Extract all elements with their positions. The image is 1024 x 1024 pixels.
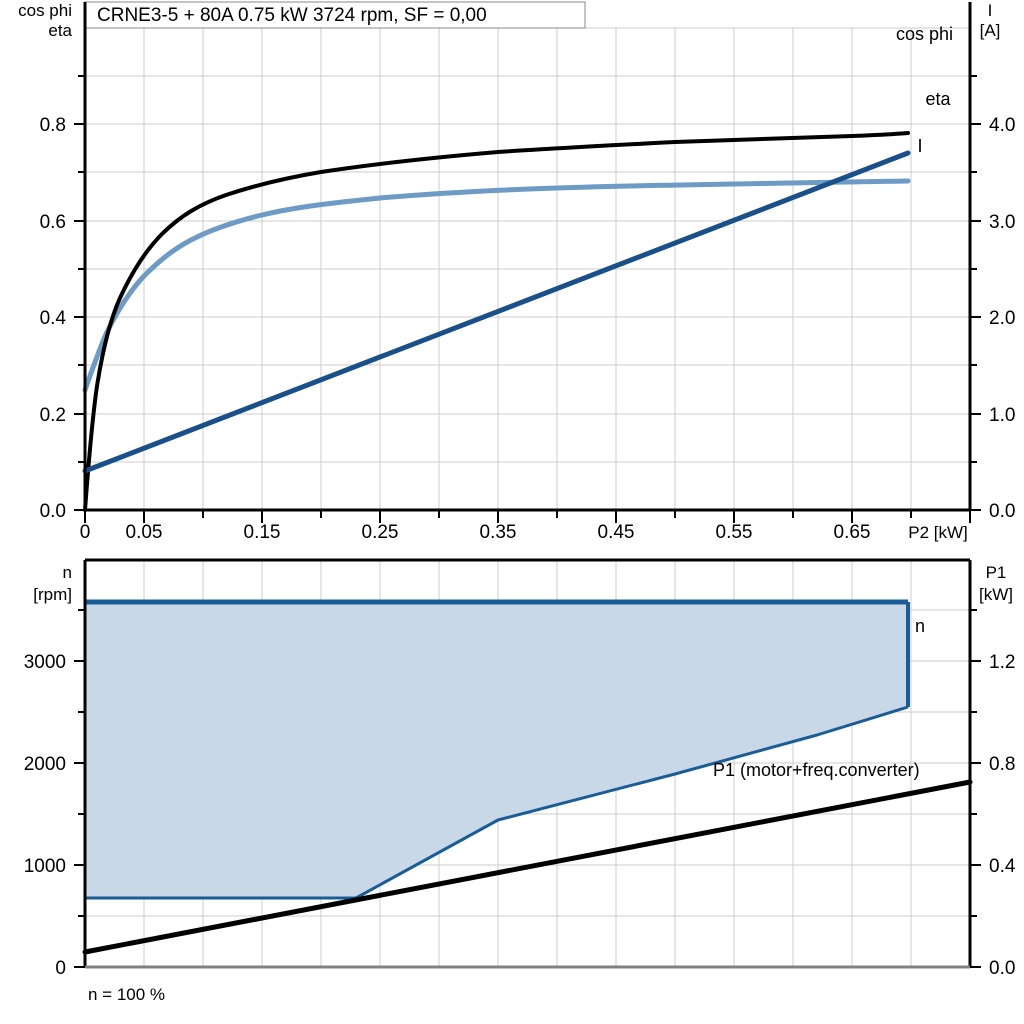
- current-line: [82, 150, 911, 474]
- eta-series-label: eta: [925, 89, 951, 109]
- bottom-left-axis-title-n: n: [63, 563, 72, 582]
- top-x-tick-3: 0.25: [362, 522, 399, 543]
- top-right-tick-1: 1.0: [989, 405, 1015, 426]
- top-x-tick-5: 0.45: [598, 522, 635, 543]
- bottom-left-axis-ticks: [74, 609, 85, 968]
- top-left-tick-4: 0.8: [40, 115, 66, 136]
- top-chart: CRNE3-5 + 80A 0.75 kW 3724 rpm, SF = 0,0…: [18, 1, 1015, 543]
- speed-envelope-area: [85, 602, 908, 898]
- bottom-right-axis-title-unit: [kW]: [979, 585, 1013, 604]
- p1-line: [82, 779, 973, 955]
- bottom-left-axis-title-unit: [rpm]: [33, 585, 72, 604]
- bottom-right-tick-1: 0.4: [989, 856, 1016, 877]
- bottom-right-tick-2: 0.8: [989, 754, 1015, 775]
- bottom-right-tick-3: 1.2: [989, 652, 1015, 673]
- speed-envelope-lower: [85, 705, 909, 900]
- bottom-left-tick-2: 2000: [24, 754, 66, 775]
- bottom-left-tick-0: 0: [55, 958, 66, 979]
- footer-note: n = 100 %: [88, 985, 165, 1004]
- current-series-label: I: [917, 136, 922, 156]
- top-x-tick-6: 0.55: [716, 522, 753, 543]
- top-right-tick-3: 3.0: [989, 212, 1015, 233]
- top-x-tick-2: 0.15: [244, 522, 281, 543]
- top-x-tick-7: 0.65: [834, 522, 871, 543]
- bottom-right-tick-0: 0.0: [989, 958, 1015, 979]
- top-right-axis-ticks: [970, 75, 981, 511]
- cos-phi-series-label: cos phi: [896, 24, 953, 44]
- top-left-tick-1: 0.2: [40, 405, 66, 426]
- top-right-tick-0: 0.0: [989, 501, 1015, 522]
- top-left-axis-title-cosphi: cos phi: [18, 1, 72, 20]
- top-left-axis-ticks: [74, 75, 85, 511]
- top-x-axis-title: P2 [kW]: [908, 523, 968, 542]
- top-right-axis-title-current: I: [988, 1, 993, 20]
- top-x-tick-1: 0.05: [126, 522, 163, 543]
- top-left-tick-0: 0.0: [40, 501, 66, 522]
- top-left-tick-2: 0.4: [40, 308, 67, 329]
- speed-series-label: n: [915, 616, 925, 636]
- top-right-tick-4: 4.0: [989, 115, 1015, 136]
- bottom-left-tick-1: 1000: [24, 856, 66, 877]
- top-x-axis-ticks: [84, 510, 971, 523]
- chart-title: CRNE3-5 + 80A 0.75 kW 3724 rpm, SF = 0,0…: [97, 5, 487, 26]
- eta-curve: [83, 131, 910, 512]
- top-x-tick-0: 0: [80, 522, 91, 543]
- top-x-tick-4: 0.35: [480, 522, 517, 543]
- bottom-right-axis-ticks: [970, 609, 981, 968]
- top-right-axis-title-unit: [A]: [980, 21, 1001, 40]
- p1-series-label: P1 (motor+freq.converter): [713, 760, 920, 780]
- top-left-axis-title-eta: eta: [48, 21, 72, 40]
- top-right-tick-2: 2.0: [989, 308, 1015, 329]
- bottom-chart: n P1 (motor+freq.converter) n [rpm] P1 […: [24, 558, 1016, 1004]
- bottom-left-tick-3: 3000: [24, 652, 66, 673]
- bottom-right-axis-title-p1: P1: [986, 563, 1007, 582]
- cos-phi-curve: [82, 178, 911, 393]
- top-left-tick-3: 0.6: [40, 212, 66, 233]
